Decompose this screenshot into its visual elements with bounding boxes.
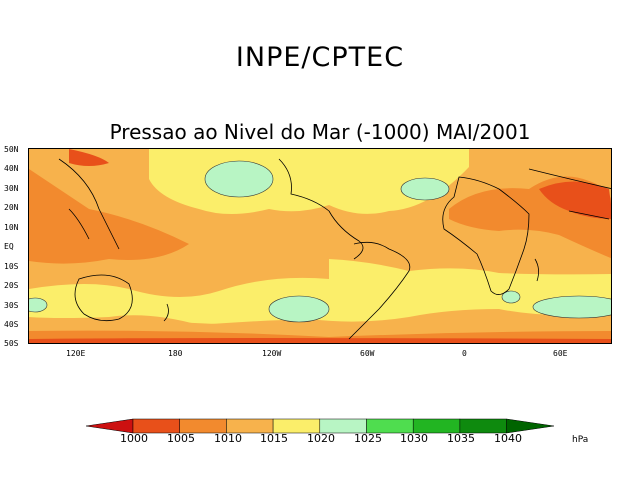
lat-label-40s: 40S [4, 320, 19, 329]
lat-label-30s: 30S [4, 301, 19, 310]
colorbar-label-1005: 1005 [167, 432, 195, 445]
colorbar-label-1015: 1015 [260, 432, 288, 445]
colorbar-label-1040: 1040 [494, 432, 522, 445]
lat-label-10n: 10N [4, 223, 19, 232]
band-1015-1020-south [29, 259, 611, 325]
colorbar-arrow-low [86, 418, 134, 434]
colorbar-segment [319, 418, 367, 434]
colorbar [86, 418, 555, 434]
high-azores [400, 177, 450, 201]
colorbar-segment [412, 418, 461, 434]
lat-label-20s: 20S [4, 281, 19, 290]
colorbar-segment [226, 418, 274, 434]
colorbar-segment [132, 418, 180, 434]
lat-label-30n: 30N [4, 184, 19, 193]
lat-label-20n: 20N [4, 203, 19, 212]
colorbar-segment [366, 418, 414, 434]
colorbar-label-1000: 1000 [120, 432, 148, 445]
band-south-storm-3 [29, 338, 611, 343]
colorbar-arrow-high [506, 418, 555, 434]
colorbar-label-1035: 1035 [447, 432, 475, 445]
low-north-west [69, 149, 109, 166]
high-south-west [29, 297, 48, 313]
colorbar-unit: hPa [572, 435, 589, 445]
coastlines [58, 158, 611, 340]
agency-title: INPE/CPTEC [235, 42, 405, 73]
pressure-map [28, 148, 612, 344]
colorbar-label-1025: 1025 [354, 432, 382, 445]
colorbar-label-1010: 1010 [214, 432, 242, 445]
lat-label-40n: 40N [4, 164, 19, 173]
lon-label-60w: 60W [360, 349, 375, 358]
high-south-atlantic [501, 290, 521, 304]
lon-label-120w: 120W [262, 349, 282, 358]
high-south-pacific [268, 295, 330, 323]
colorbar-label-1030: 1030 [400, 432, 428, 445]
lon-label-180: 180 [168, 349, 183, 358]
colorbar-segment [179, 418, 227, 434]
colorbar-label-1020: 1020 [307, 432, 335, 445]
lon-label-120e: 120E [66, 349, 86, 358]
lon-label-0: 0 [462, 349, 467, 358]
lat-label-50s: 50S [4, 339, 19, 348]
pressure-map-svg [29, 149, 611, 343]
lon-label-60e: 60E [553, 349, 568, 358]
lat-label-10s: 10S [4, 262, 19, 271]
colorbar-segment [459, 418, 507, 434]
low-asia-deep [539, 181, 611, 219]
high-north-pacific [204, 160, 274, 198]
lat-label-50n: 50N [4, 145, 19, 154]
colorbar-segment [272, 418, 321, 434]
lat-label-eq: EQ [4, 242, 14, 251]
high-indian-ocean [532, 295, 611, 319]
low-west-pacific [29, 169, 189, 264]
map-title: Pressao ao Nivel do Mar (-1000) MAI/2001 [109, 120, 531, 144]
